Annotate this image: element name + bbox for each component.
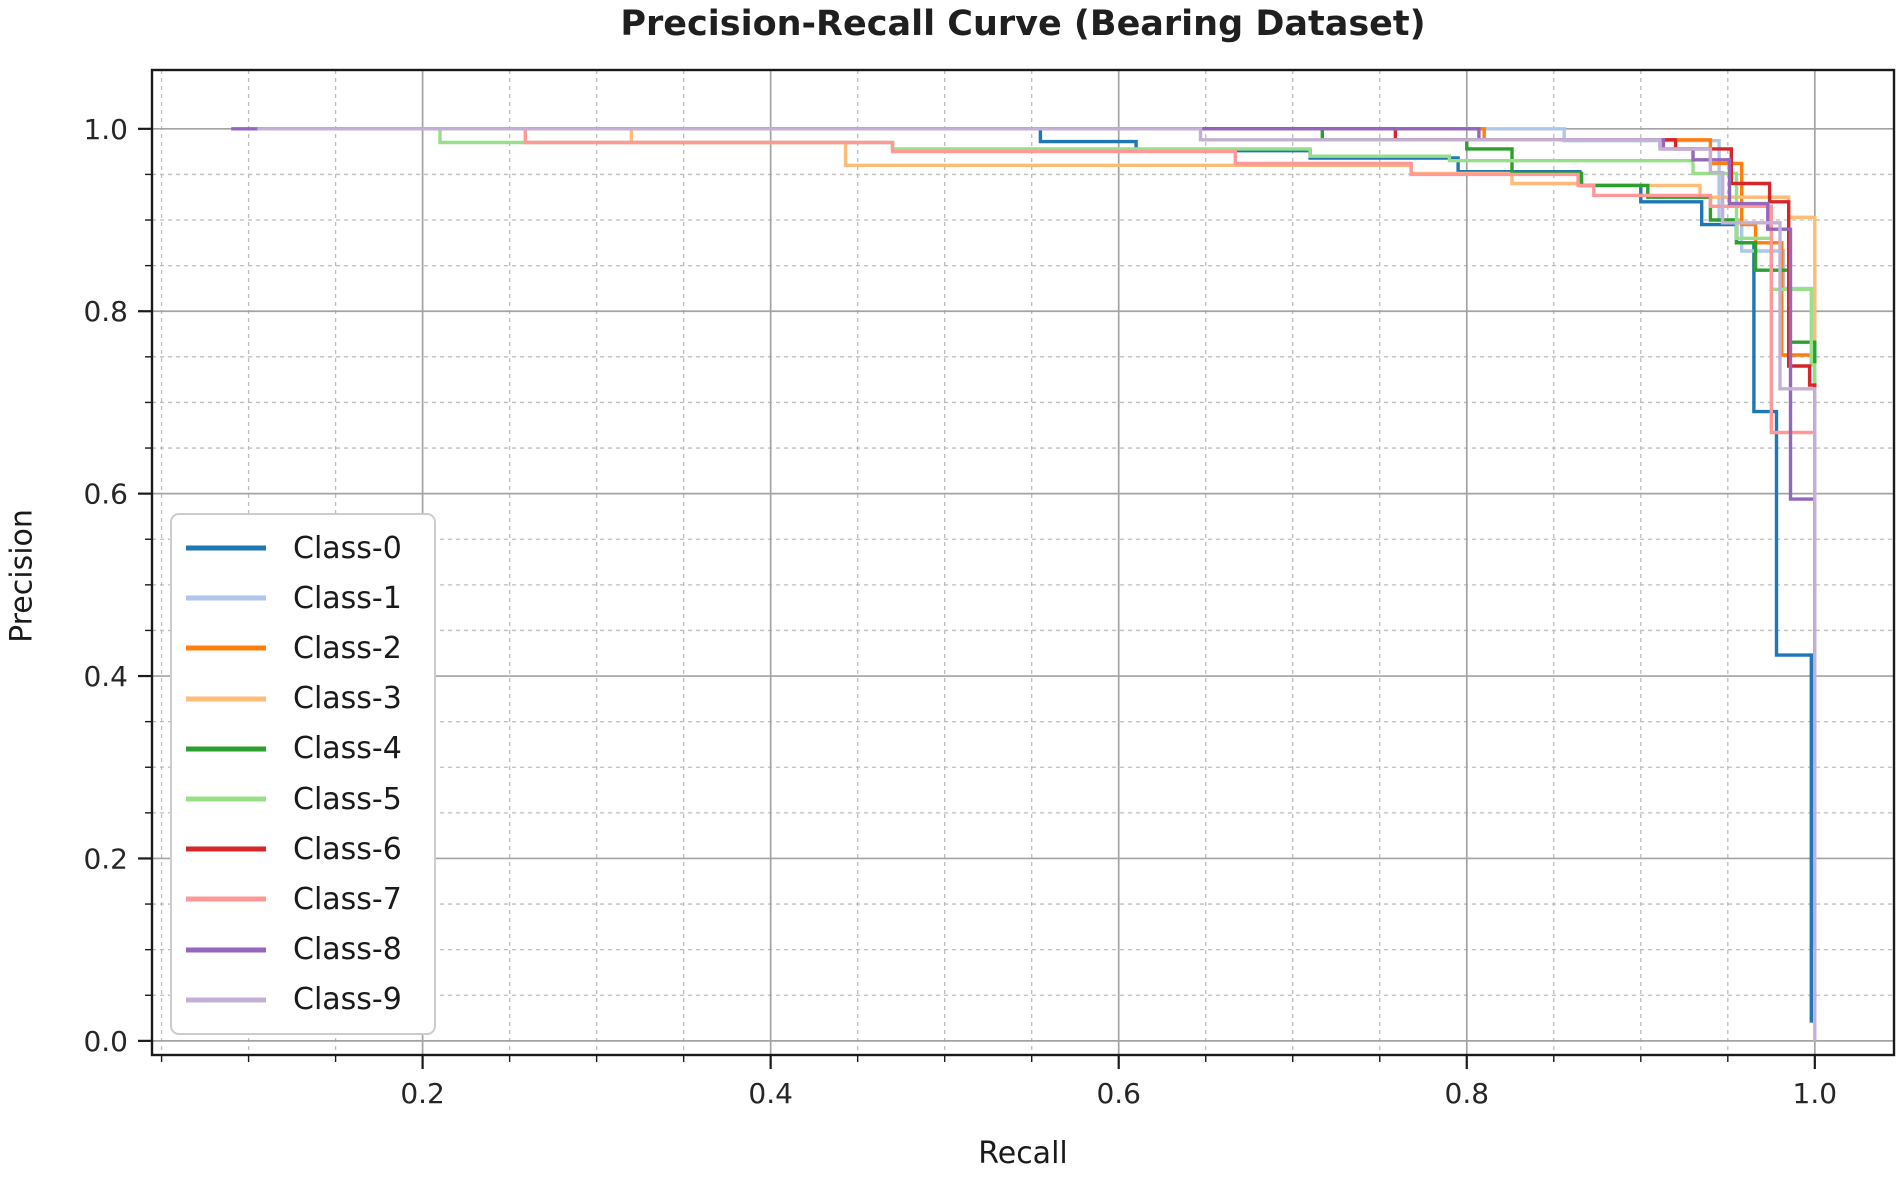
legend: Class-0 Class-1 Class-2 Class-3 Class-4 Class…	[170, 513, 436, 1035]
x-tick-label: 0.4	[748, 1077, 793, 1110]
x-tick-label: 0.6	[1096, 1077, 1141, 1110]
legend-line-swatch	[186, 696, 266, 702]
legend-item: Class-1	[172, 576, 434, 620]
legend-item: Class-7	[172, 877, 434, 921]
legend-label: Class-2	[293, 630, 402, 666]
x-tick-label: 0.2	[400, 1077, 445, 1110]
legend-item: Class-5	[172, 777, 434, 821]
legend-label: Class-7	[293, 881, 402, 917]
legend-item: Class-8	[172, 928, 434, 972]
legend-line-swatch	[186, 796, 266, 802]
legend-item: Class-2	[172, 626, 434, 670]
legend-label: Class-3	[293, 681, 402, 717]
legend-item: Class-4	[172, 727, 434, 771]
legend-item: Class-9	[172, 978, 434, 1022]
legend-label: Class-1	[293, 580, 402, 616]
legend-label: Class-5	[293, 781, 402, 817]
legend-line-swatch	[186, 595, 266, 601]
legend-item: Class-0	[172, 526, 434, 570]
legend-line-swatch	[186, 896, 266, 902]
legend-label: Class-6	[293, 831, 402, 867]
legend-label: Class-9	[293, 982, 402, 1018]
chart-title: Precision-Recall Curve (Bearing Dataset)	[620, 4, 1426, 44]
y-axis-label: Precision	[4, 509, 40, 643]
grid-minor	[152, 70, 1894, 1055]
x-tick-label: 0.8	[1445, 1077, 1490, 1110]
pr-curve-class-0	[257, 127, 1813, 1023]
legend-line-swatch	[186, 947, 266, 953]
legend-label: Class-8	[293, 932, 402, 968]
y-tick-label: 0.8	[83, 295, 128, 328]
pr-curve-class-9	[257, 127, 1817, 1041]
legend-line-swatch	[186, 545, 266, 551]
legend-item: Class-6	[172, 827, 434, 871]
y-tick-label: 0.0	[83, 1025, 128, 1058]
pr-curve-class-7	[257, 127, 1817, 950]
x-tick-label: 1.0	[1793, 1077, 1838, 1110]
legend-label: Class-0	[293, 530, 402, 566]
y-tick-label: 0.4	[83, 660, 128, 693]
legend-line-swatch	[186, 846, 266, 852]
y-tick-label: 1.0	[83, 113, 128, 146]
axis-ticks	[138, 127, 1816, 1069]
x-axis-label: Recall	[978, 1136, 1068, 1171]
plot-border	[150, 68, 1896, 1057]
y-tick-label: 0.2	[83, 842, 128, 875]
legend-line-swatch	[186, 645, 266, 651]
y-tick-label: 0.6	[83, 478, 128, 511]
pr-curve-class-4	[257, 127, 1817, 950]
legend-item: Class-3	[172, 677, 434, 721]
legend-label: Class-4	[293, 731, 402, 767]
legend-line-swatch	[186, 997, 266, 1003]
legend-line-swatch	[186, 746, 266, 752]
